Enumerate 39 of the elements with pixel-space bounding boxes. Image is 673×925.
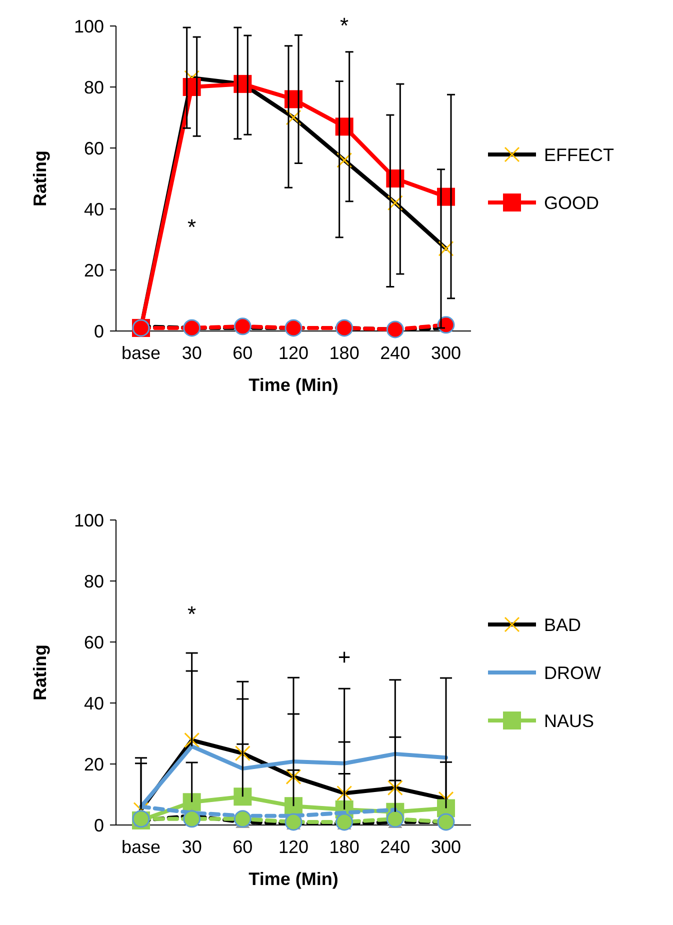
x-tick-label: 180 (329, 343, 360, 363)
y-tick-label: 60 (84, 632, 104, 652)
y-tick-label: 40 (84, 199, 104, 220)
y-tick-label: 100 (74, 510, 104, 530)
x-tick-label: base (121, 837, 161, 857)
legend-label: BAD (544, 614, 582, 635)
y-axis-title: Rating (30, 644, 50, 700)
y-tick-label: 20 (84, 754, 104, 774)
x-tick-label: 300 (430, 343, 462, 363)
x-tick-label: 300 (430, 837, 462, 857)
annotation: * (188, 602, 197, 627)
y-tick-label: 0 (94, 815, 104, 836)
x-tick-label: 120 (278, 343, 309, 363)
legend-label: DROW (544, 662, 601, 683)
x-tick-label: 30 (182, 343, 202, 363)
x-axis-title: Time (Min) (248, 375, 338, 395)
x-tick-label: 180 (329, 837, 360, 857)
y-axis-title: Rating (30, 150, 50, 206)
legend-label: NAUS (544, 710, 594, 731)
x-tick-label: 240 (380, 837, 410, 857)
y-tick-label: 100 (74, 16, 104, 36)
legend-label: EFFECT (544, 144, 614, 165)
legend-label: GOOD (544, 192, 600, 213)
x-tick-label: 120 (278, 837, 309, 857)
x-tick-label: 60 (232, 837, 253, 857)
annotation: + (338, 644, 351, 670)
y-tick-label: 0 (94, 321, 104, 342)
y-tick-label: 80 (84, 77, 104, 98)
x-tick-label: 30 (182, 837, 202, 857)
y-tick-label: 20 (84, 260, 104, 280)
x-tick-label: 240 (380, 343, 410, 363)
y-tick-label: 60 (84, 138, 104, 158)
x-tick-label: base (121, 343, 161, 363)
x-tick-label: 60 (232, 343, 253, 363)
y-tick-label: 80 (84, 571, 104, 592)
x-axis-title: Time (Min) (248, 869, 338, 889)
y-tick-label: 40 (84, 693, 104, 714)
annotation: * (340, 13, 350, 38)
annotation: * (188, 214, 197, 240)
